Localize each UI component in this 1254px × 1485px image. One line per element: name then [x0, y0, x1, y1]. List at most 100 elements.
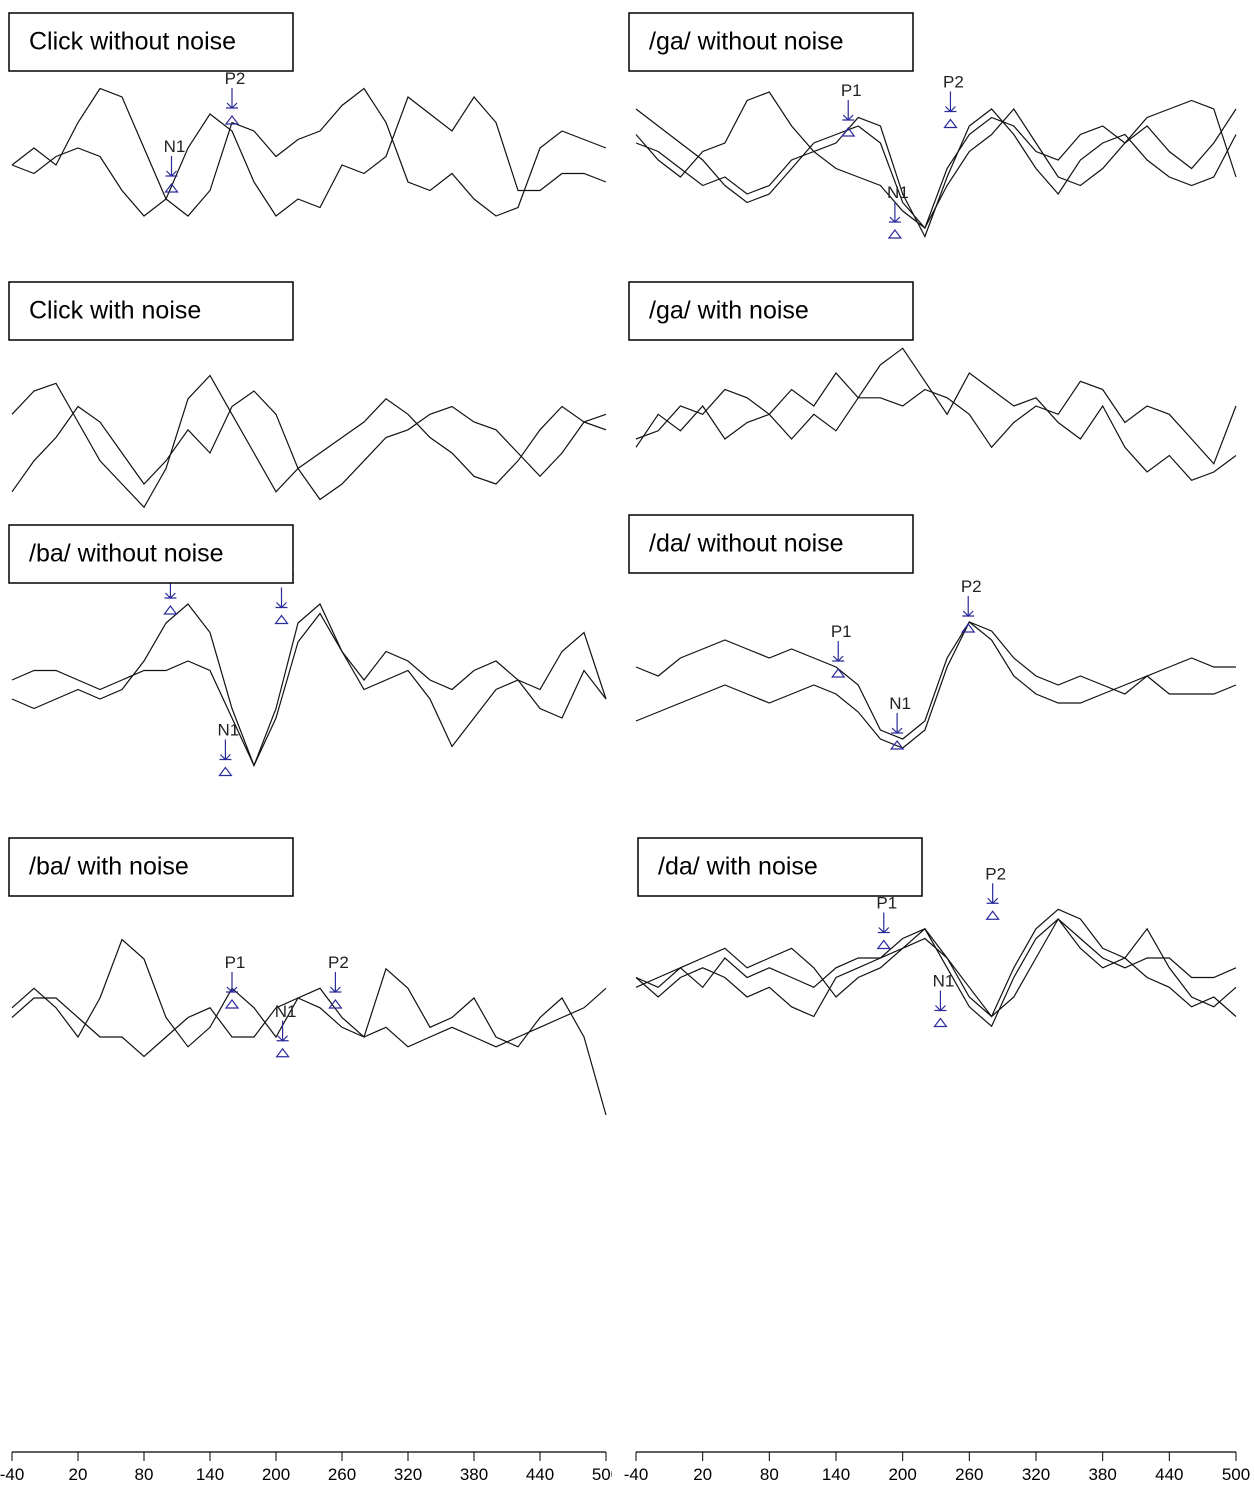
- peak-marker: [218, 739, 233, 777]
- peak-triangle: [943, 118, 958, 129]
- x-tick-label: -40: [624, 1465, 649, 1484]
- waveform: [11, 374, 607, 509]
- title-box: [628, 281, 914, 341]
- peak-label: P2: [225, 69, 246, 88]
- x-tick-label: 320: [1022, 1465, 1050, 1484]
- peak-marker: [328, 972, 343, 1009]
- waveform: [635, 621, 1236, 740]
- peak-arrow: [275, 587, 288, 609]
- peak-arrow: [276, 1020, 289, 1042]
- peak-triangle: [218, 766, 233, 777]
- x-tick-label: 440: [526, 1465, 554, 1484]
- x-tick-label: 20: [69, 1465, 88, 1484]
- x-tick-label: 500: [592, 1465, 620, 1484]
- panel-title: /da/ with noise: [658, 853, 818, 881]
- title-box: [8, 12, 294, 72]
- panel-title: Click without noise: [29, 28, 236, 56]
- x-tick-label: 380: [460, 1465, 488, 1484]
- peak-label: N1: [933, 972, 955, 991]
- peak-triangle: [224, 999, 240, 1009]
- peak-triangle: [985, 910, 1000, 920]
- x-tick-label: 80: [135, 1465, 154, 1484]
- peak-arrow: [962, 596, 975, 617]
- peak-triangle: [274, 614, 289, 625]
- peak-marker: [933, 990, 948, 1028]
- peak-marker: [876, 912, 891, 950]
- waveform: [11, 87, 607, 217]
- peak-arrow: [877, 912, 890, 934]
- waveform: [635, 621, 1237, 749]
- peak-marker: [985, 883, 1000, 920]
- peak-label: P2: [985, 864, 1006, 883]
- x-tick-label: 80: [760, 1465, 779, 1484]
- x-tick-label: -40: [0, 1465, 24, 1484]
- x-tick-label: 500: [1222, 1465, 1250, 1484]
- peak-marker: [887, 202, 903, 239]
- waveform: [635, 347, 1237, 482]
- peak-triangle: [933, 1017, 948, 1028]
- peak-triangle: [889, 740, 905, 750]
- waveform: [635, 99, 1237, 229]
- peak-arrow: [986, 883, 999, 905]
- peak-triangle: [841, 127, 856, 137]
- peak-triangle: [961, 623, 976, 633]
- peak-label: P1: [225, 953, 246, 972]
- waveform: [11, 603, 607, 768]
- peak-marker: [224, 972, 240, 1009]
- peak-marker: [831, 641, 846, 678]
- x-tick-label: 20: [693, 1465, 712, 1484]
- panel-title: /ga/ with noise: [649, 297, 809, 325]
- title-box: [637, 837, 923, 897]
- waveform: [11, 96, 607, 217]
- title-box: [8, 524, 294, 584]
- x-axis: -40 20 80 140 200 260 320 380 440 500: [0, 1451, 620, 1484]
- x-tick-label: 260: [955, 1465, 983, 1484]
- peak-triangle: [224, 115, 240, 125]
- peak-marker: [961, 596, 976, 633]
- peak-triangle: [887, 229, 903, 239]
- peak-label: P2: [328, 953, 349, 972]
- panel-title: /da/ without noise: [649, 530, 844, 558]
- peak-marker: [274, 587, 289, 625]
- waveform: [11, 390, 607, 501]
- peak-triangle: [831, 668, 846, 678]
- peak-marker: [889, 713, 905, 750]
- x-tick-label: 140: [196, 1465, 224, 1484]
- title-box: [8, 837, 294, 897]
- peak-triangle: [876, 939, 891, 950]
- peak-arrow: [934, 990, 947, 1012]
- peak-arrow: [329, 972, 342, 993]
- peak-label: P1: [841, 81, 862, 100]
- peak-marker: [841, 100, 856, 137]
- x-tick-label: 260: [328, 1465, 356, 1484]
- peak-marker: [224, 88, 240, 125]
- panel-title: /ba/ without noise: [29, 540, 224, 568]
- x-tick-label: 200: [262, 1465, 290, 1484]
- peak-marker: [275, 1020, 290, 1058]
- peak-arrow: [226, 972, 238, 993]
- peak-arrow: [944, 91, 957, 113]
- peak-label: P1: [831, 622, 852, 641]
- waveform: [11, 603, 607, 768]
- x-tick-label: 140: [822, 1465, 850, 1484]
- panel-title: /ba/ with noise: [29, 853, 189, 881]
- peak-marker: [943, 91, 958, 129]
- peak-label: P2: [961, 577, 982, 596]
- waveform: [635, 91, 1237, 238]
- x-tick-label: 380: [1088, 1465, 1116, 1484]
- peak-arrow: [226, 88, 238, 109]
- peak-arrow: [888, 202, 901, 223]
- title-box: [628, 12, 914, 72]
- x-axis: -40 20 80 140 200 260 320 380 440 500: [624, 1451, 1250, 1484]
- panel-title: /ga/ without noise: [649, 28, 844, 56]
- peak-label: N1: [889, 694, 911, 713]
- peak-label: P1: [876, 894, 897, 913]
- waveform: [635, 108, 1237, 230]
- peak-arrow: [165, 156, 178, 177]
- waveform: [635, 908, 1237, 1018]
- peak-triangle: [164, 183, 179, 193]
- title-box: [628, 514, 914, 574]
- peak-triangle: [328, 999, 343, 1009]
- waveform: [635, 918, 1237, 1018]
